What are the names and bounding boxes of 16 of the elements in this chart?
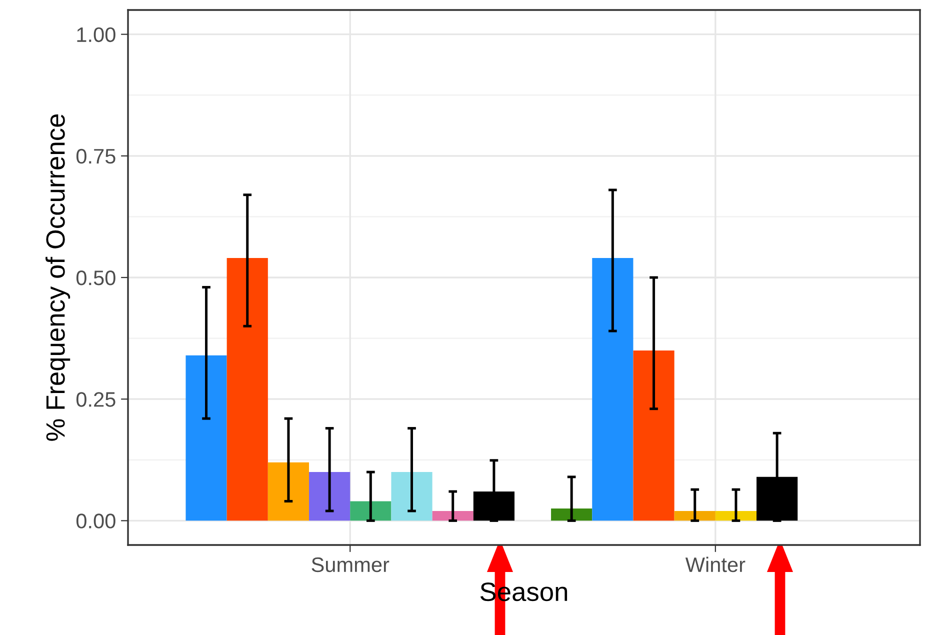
y-tick-label: 0.25 [76, 392, 116, 407]
bar [268, 462, 310, 521]
bar [309, 472, 350, 521]
bar [350, 501, 392, 521]
x-tick-label: Winter [685, 556, 746, 572]
y-tick-label: 1.00 [77, 27, 116, 42]
y-tick-label: 0.75 [76, 148, 116, 164]
bar [674, 510, 716, 521]
x-tick-label: Summer [312, 557, 390, 572]
bar [432, 510, 474, 521]
y-axis-title: % Frequency of Occurrence [46, 114, 70, 441]
y-tick-label: 0.00 [76, 514, 116, 528]
bar [715, 510, 757, 521]
bar [391, 472, 432, 521]
y-tick-label: 0.50 [76, 270, 116, 286]
bar [551, 508, 592, 521]
